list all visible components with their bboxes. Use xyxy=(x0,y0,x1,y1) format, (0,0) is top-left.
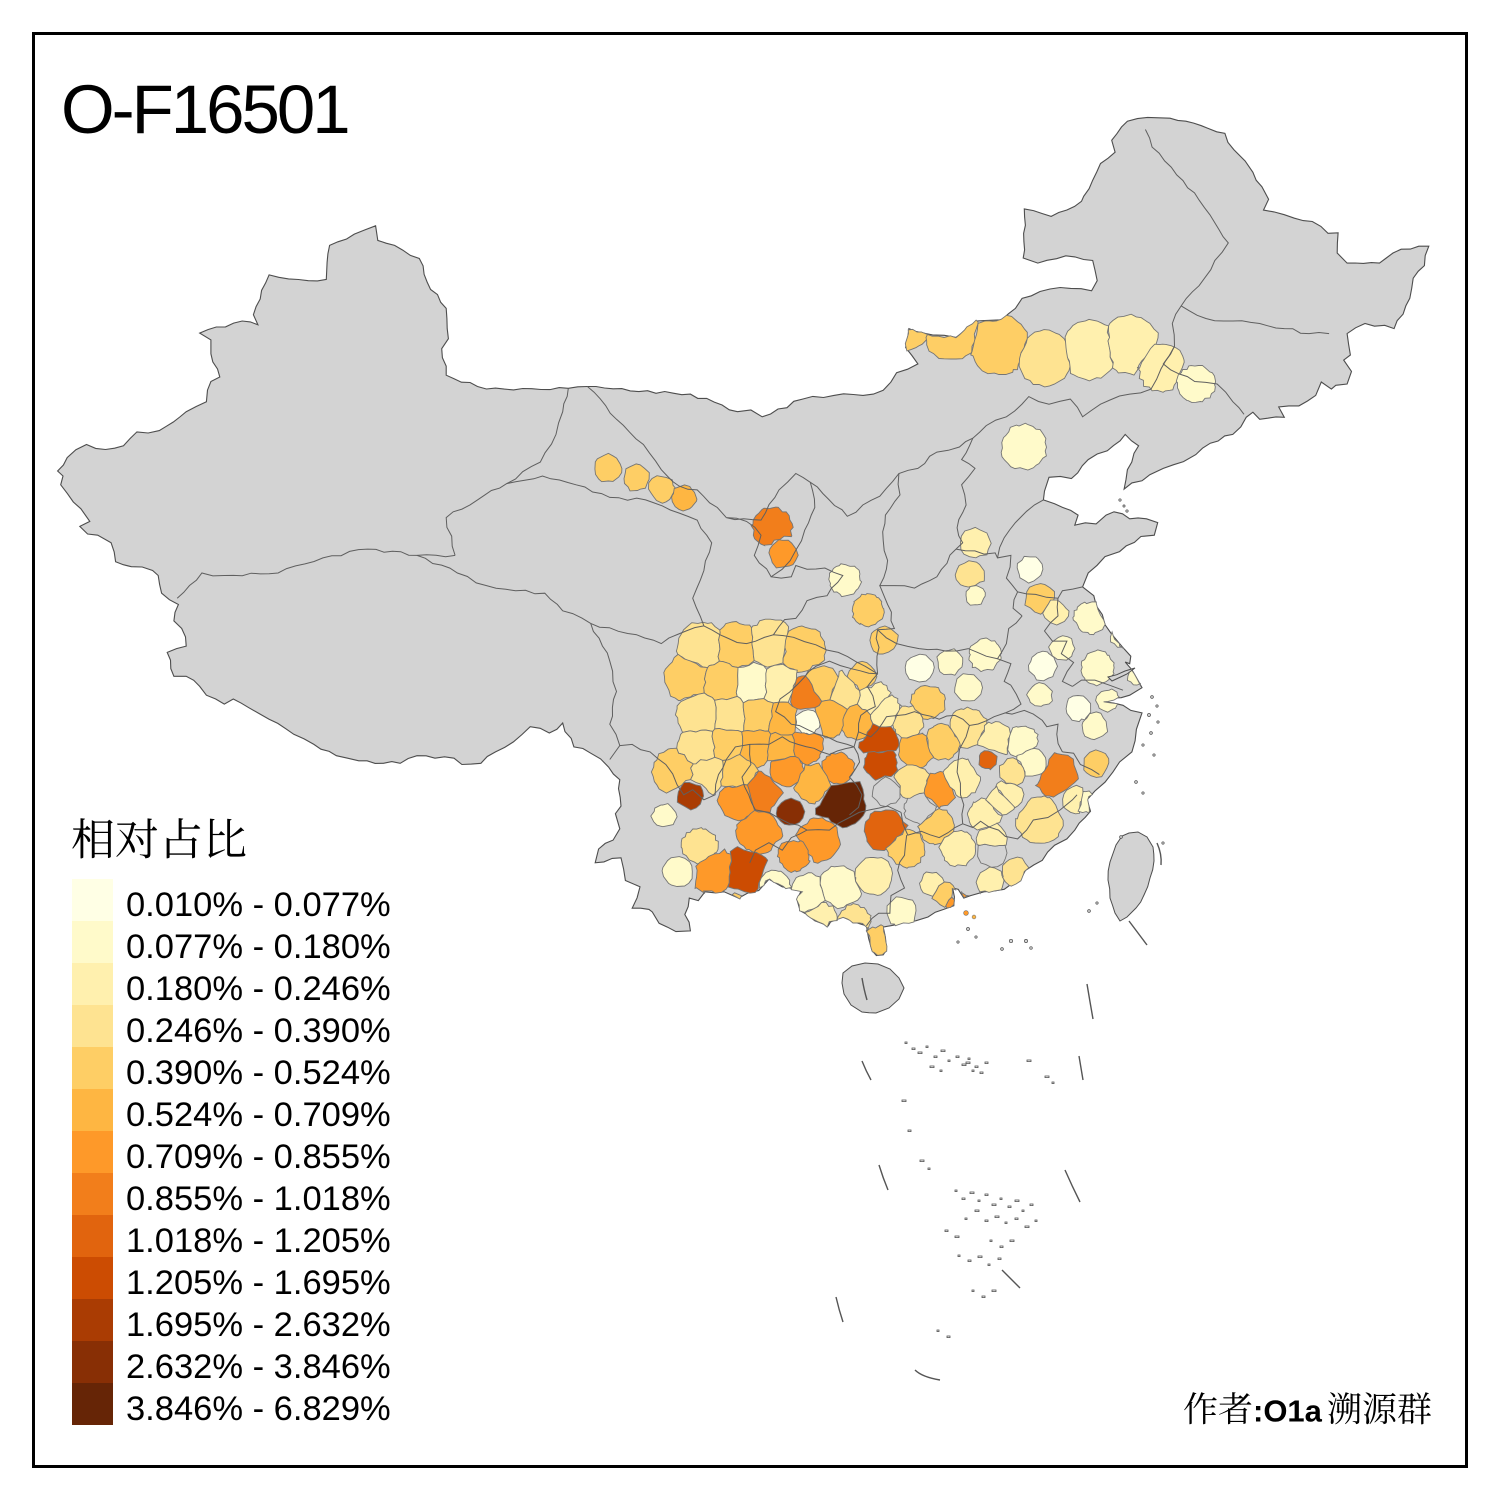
svg-text:2.632% - 3.846%: 2.632% - 3.846% xyxy=(126,1348,391,1386)
svg-text:1.695% - 2.632%: 1.695% - 2.632% xyxy=(126,1306,391,1344)
svg-text:3.846% - 6.829%: 3.846% - 6.829% xyxy=(126,1390,391,1428)
svg-text:O-F16501: O-F16501 xyxy=(61,71,348,148)
svg-text:0.855% - 1.018%: 0.855% - 1.018% xyxy=(126,1180,391,1218)
svg-text:0.709% - 0.855%: 0.709% - 0.855% xyxy=(126,1138,391,1176)
svg-text:1.205% - 1.695%: 1.205% - 1.695% xyxy=(126,1264,391,1302)
svg-text:0.390% - 0.524%: 0.390% - 0.524% xyxy=(126,1054,391,1092)
svg-text::O1a: :O1a xyxy=(1253,1394,1323,1429)
svg-text:0.077% - 0.180%: 0.077% - 0.180% xyxy=(126,928,391,966)
svg-text:0.524% - 0.709%: 0.524% - 0.709% xyxy=(126,1096,391,1134)
svg-text:0.246% - 0.390%: 0.246% - 0.390% xyxy=(126,1012,391,1050)
svg-text:0.010% - 0.077%: 0.010% - 0.077% xyxy=(126,886,391,924)
svg-text:1.018% - 1.205%: 1.018% - 1.205% xyxy=(126,1222,391,1260)
svg-text:0.180% - 0.246%: 0.180% - 0.246% xyxy=(126,970,391,1008)
